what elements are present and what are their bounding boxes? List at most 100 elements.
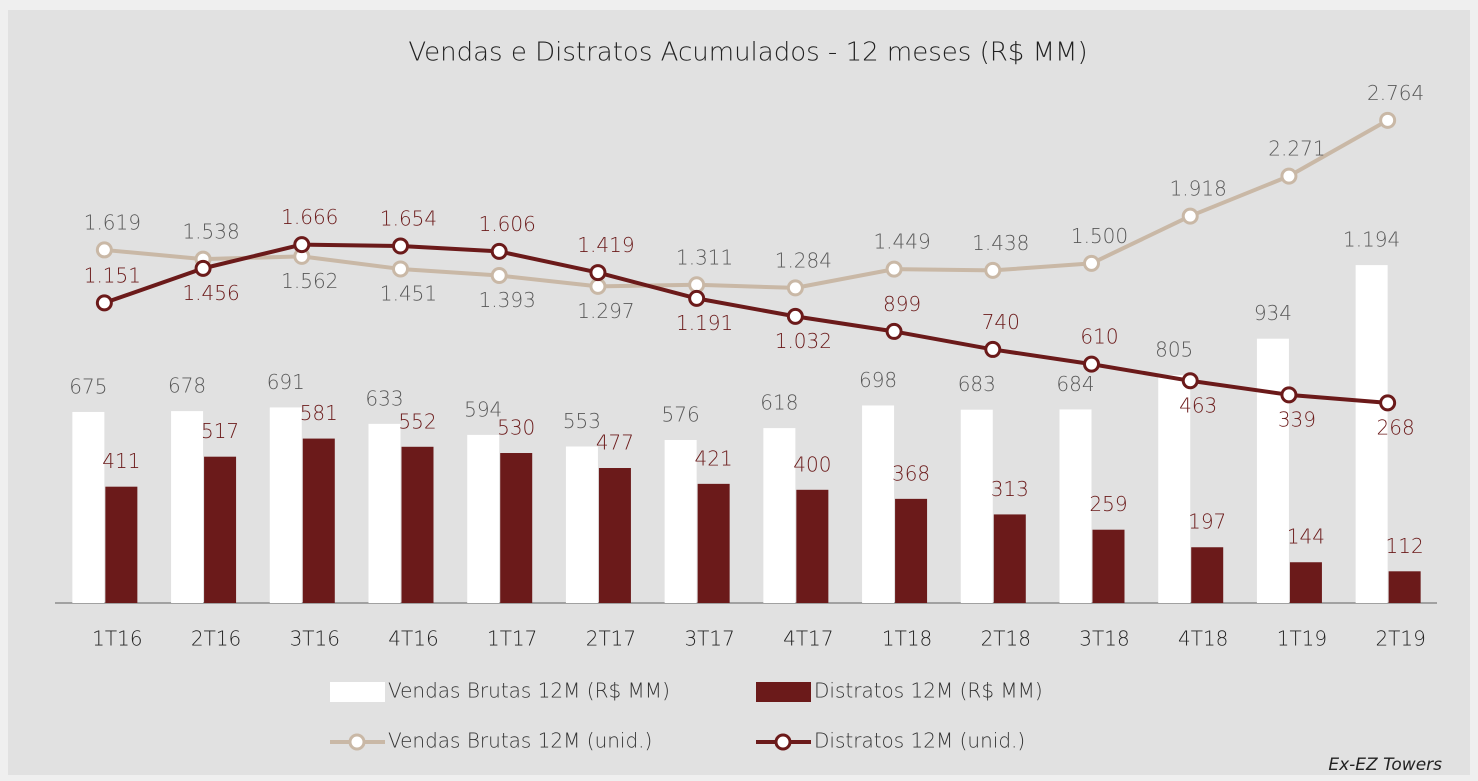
line-value-label: 1.538 — [182, 220, 239, 244]
line-value-label: 1.438 — [972, 231, 1029, 255]
legend-swatch — [330, 682, 385, 702]
line-point — [1379, 394, 1397, 412]
legend-label: Vendas Brutas 12M (R$ MM) — [388, 679, 670, 703]
line-point — [589, 277, 607, 295]
x-tick-label: 2T16 — [191, 627, 241, 651]
line-value-label: 1.562 — [281, 269, 338, 293]
line-series — [103, 242, 1388, 405]
x-tick-label: 2T19 — [1375, 627, 1425, 651]
line-value-label: 1.654 — [380, 206, 437, 230]
bar-value-label: 581 — [300, 401, 338, 425]
line-point — [1280, 167, 1298, 185]
bar — [1191, 547, 1224, 603]
line-value-label: 1.918 — [1170, 177, 1227, 201]
bar — [269, 407, 302, 603]
line-series — [104, 118, 1389, 290]
line-value-label: 2.764 — [1367, 81, 1424, 105]
line-value-label: 1.666 — [281, 205, 338, 229]
bar-value-label: 368 — [892, 461, 930, 485]
bar-value-label: 691 — [267, 370, 305, 394]
bar-value-label: 530 — [497, 416, 535, 440]
line-value-label: 899 — [883, 292, 921, 316]
line-point — [688, 276, 706, 294]
line-point — [194, 259, 212, 277]
x-tick-label: 1T19 — [1277, 627, 1327, 651]
line-value-label: 1.419 — [577, 233, 634, 257]
line-value-label: 463 — [1179, 393, 1217, 417]
bar — [862, 405, 895, 603]
x-tick-label: 4T17 — [783, 627, 833, 651]
line-point — [1181, 372, 1199, 390]
bar-value-label: 675 — [69, 374, 107, 398]
bar — [1256, 338, 1289, 603]
line-value-label: 610 — [1080, 325, 1118, 349]
line-point — [1280, 386, 1298, 404]
line-point — [786, 307, 804, 325]
legend-swatch — [774, 733, 792, 751]
bar — [1158, 375, 1191, 603]
bar-value-label: 683 — [958, 372, 996, 396]
x-tick-label: 3T16 — [290, 627, 340, 651]
bar — [1388, 571, 1421, 603]
line-value-label: 1.619 — [84, 210, 141, 234]
x-tick-label: 1T17 — [487, 627, 537, 651]
bar-value-label: 552 — [398, 409, 436, 433]
line-point — [95, 294, 113, 312]
line-point — [688, 289, 706, 307]
bar — [302, 438, 335, 603]
footnote: Ex-EZ Towers — [1328, 755, 1442, 775]
line-point — [1379, 111, 1397, 129]
legend-label: Distratos 12M (unid.) — [814, 729, 1025, 753]
bar-value-label: 411 — [102, 449, 140, 473]
line-value-label: 2.271 — [1268, 137, 1325, 161]
bar — [1092, 529, 1125, 603]
bar — [401, 446, 434, 603]
line-value-label: 268 — [1377, 415, 1415, 439]
line-value-label: 1.032 — [775, 329, 832, 353]
bar-value-label: 259 — [1089, 492, 1127, 516]
line-value-label: 740 — [982, 310, 1020, 334]
x-tick-label: 4T16 — [388, 627, 438, 651]
bar — [993, 514, 1026, 603]
line-point — [293, 236, 311, 254]
x-tick-label: 3T18 — [1079, 627, 1129, 651]
line-point — [984, 340, 1002, 358]
bar — [664, 439, 697, 603]
bar-value-label: 594 — [464, 397, 502, 421]
bar-value-label: 1.194 — [1343, 228, 1400, 252]
line-point — [490, 242, 508, 260]
line-value-label: 1.451 — [380, 281, 437, 305]
line-point — [786, 279, 804, 297]
bar — [1289, 562, 1322, 603]
line-point — [392, 260, 409, 278]
bar-value-label: 934 — [1254, 301, 1292, 325]
bar-value-label: 197 — [1188, 510, 1226, 534]
bar — [368, 423, 401, 603]
bar — [565, 446, 598, 603]
legend-label: Distratos 12M (R$ MM) — [814, 679, 1043, 703]
bar-value-label: 112 — [1386, 534, 1424, 558]
bar-value-label: 313 — [991, 477, 1029, 501]
x-tick-label: 3T17 — [684, 627, 734, 651]
bar-value-label: 684 — [1056, 372, 1094, 396]
bar — [763, 428, 796, 603]
line-value-label: 1.191 — [676, 311, 733, 335]
bar — [204, 456, 237, 603]
bar-value-label: 576 — [662, 402, 700, 426]
x-tick-label: 4T18 — [1178, 627, 1228, 651]
legend-swatch — [348, 733, 366, 751]
legend-swatch — [756, 682, 811, 702]
bar — [598, 468, 631, 603]
line-point — [1083, 254, 1100, 272]
line-point — [589, 264, 607, 282]
line-point — [1181, 207, 1199, 225]
line-value-label: 1.456 — [182, 281, 239, 305]
bar-value-label: 144 — [1287, 525, 1325, 549]
bar-value-label: 698 — [859, 368, 897, 392]
line-value-label: 1.606 — [479, 212, 536, 236]
line-point — [392, 237, 409, 255]
line-value-label: 1.284 — [775, 248, 832, 272]
bar — [697, 483, 730, 603]
line-point — [490, 267, 508, 285]
bar — [1059, 409, 1092, 603]
